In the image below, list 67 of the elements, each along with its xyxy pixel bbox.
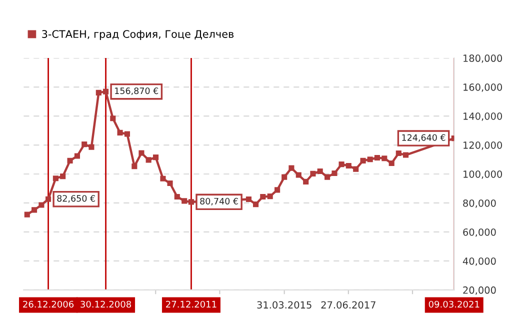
point (324, 174, 330, 180)
y-tick-label: 40,000 (462, 257, 496, 266)
point (288, 165, 294, 171)
point (31, 207, 38, 213)
point (332, 170, 338, 176)
point (282, 174, 288, 180)
point (396, 150, 402, 156)
point (138, 150, 144, 156)
point (60, 174, 66, 180)
ref-line-label: 09.03.2021 (428, 300, 480, 308)
point (367, 156, 373, 162)
point (103, 88, 109, 94)
y-tick-label: 60,000 (463, 228, 496, 237)
point (382, 156, 388, 162)
ref-line-label: 27.12.2011 (166, 300, 216, 308)
point (160, 176, 166, 182)
point (117, 130, 123, 136)
point (360, 158, 366, 164)
point (246, 196, 252, 202)
point (274, 187, 280, 193)
point (24, 212, 30, 218)
point (374, 154, 380, 161)
point (45, 196, 52, 202)
point (174, 194, 180, 200)
point (402, 152, 409, 158)
point (67, 158, 73, 164)
y-tick-label: 160,000 (464, 84, 502, 92)
point (253, 202, 259, 208)
ref-line-label: 30.12.2008 (80, 300, 132, 308)
y-tick-label: 140,000 (464, 112, 502, 121)
y-tick-label: 120,000 (464, 141, 502, 150)
point (146, 157, 152, 163)
annotation: 124,640 € (402, 134, 446, 142)
point (167, 180, 173, 186)
point (38, 202, 44, 208)
point (153, 154, 159, 160)
point (303, 178, 309, 184)
annotation: 82,650 € (57, 195, 95, 203)
annotation: 80,740 € (200, 198, 238, 206)
point (74, 153, 80, 159)
y-tick-label: 180,000 (464, 54, 502, 63)
point (110, 116, 116, 122)
y-tick-label: 20,000 (463, 286, 496, 295)
x-tick-label: 31.03.2015 (257, 301, 312, 309)
y-tick-label: 100,000 (464, 170, 502, 179)
point (96, 90, 102, 96)
point (338, 162, 344, 168)
x-tick-label: 27.06.2017 (321, 301, 376, 309)
y-tick-label: 80,000 (463, 199, 496, 208)
ref-line-label: 26.12.2006 (23, 300, 74, 308)
point (182, 198, 188, 204)
point (124, 131, 130, 137)
legend-label: 3-СТАЕН, град София, Гоце Делчев (42, 30, 234, 40)
point (267, 194, 273, 200)
point (346, 162, 352, 169)
point (353, 166, 359, 172)
point (317, 168, 323, 174)
point (132, 164, 138, 170)
annotation: 156,870 € (115, 88, 158, 96)
point (296, 172, 302, 178)
point (310, 170, 316, 176)
point (188, 199, 194, 205)
point (82, 142, 88, 148)
point (388, 160, 394, 166)
point (260, 194, 266, 200)
point (52, 176, 58, 182)
point (88, 144, 94, 150)
